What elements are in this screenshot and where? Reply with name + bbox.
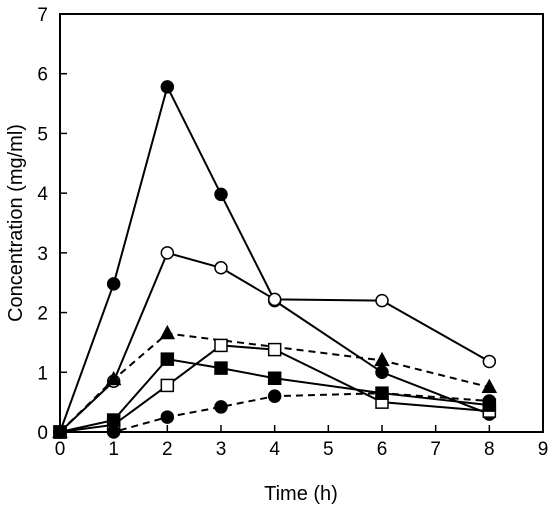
- y-tick-label: 5: [37, 124, 48, 145]
- y-tick-label: 3: [37, 244, 48, 265]
- data-point: [374, 351, 390, 367]
- data-point: [160, 352, 175, 366]
- x-tick-label: 8: [484, 439, 495, 460]
- data-point: [106, 277, 121, 291]
- x-tick-label: 7: [430, 439, 441, 460]
- y-tick-label: 4: [37, 184, 48, 205]
- data-point: [375, 386, 389, 400]
- plot-frame: [59, 13, 544, 433]
- data-point: [267, 371, 282, 386]
- y-tick-label: 6: [37, 65, 48, 86]
- data-point: [214, 400, 228, 414]
- series-2: [53, 246, 497, 439]
- data-point: [160, 80, 175, 94]
- x-tick-label: 3: [216, 439, 227, 460]
- data-point: [482, 394, 497, 408]
- data-point: [375, 293, 389, 308]
- data-point: [214, 338, 228, 353]
- x-tick-label: 6: [377, 439, 388, 460]
- y-axis-title: Concentration (mg/ml): [5, 124, 27, 322]
- y-tick-label: 1: [37, 363, 48, 384]
- data-point: [267, 292, 282, 307]
- data-point: [267, 342, 282, 357]
- x-tick-label: 4: [269, 439, 280, 460]
- x-tick-label: 1: [108, 439, 119, 460]
- data-point: [482, 354, 497, 369]
- data-point: [375, 365, 389, 380]
- data-point: [106, 413, 121, 427]
- data-point: [214, 261, 228, 275]
- data-point: [160, 378, 175, 393]
- x-tick-label: 5: [323, 439, 334, 460]
- data-point: [214, 361, 228, 375]
- data-point: [160, 246, 175, 260]
- x-axis-title: Time (h): [264, 483, 338, 505]
- series-layer: [52, 80, 498, 439]
- x-tick-label: 9: [538, 439, 549, 460]
- data-point: [105, 370, 122, 386]
- data-point: [267, 389, 282, 403]
- data-point: [159, 324, 176, 340]
- data-point: [481, 378, 498, 393]
- data-point: [214, 187, 228, 202]
- y-axis: 0 1 2 3 4 5 6 7: [37, 5, 67, 444]
- y-tick-label: 7: [37, 5, 48, 26]
- y-tick-label: 2: [37, 304, 48, 325]
- x-tick-label: 0: [55, 439, 66, 460]
- y-tick-label: 0: [37, 423, 48, 444]
- data-point: [160, 410, 175, 424]
- x-tick-label: 2: [162, 439, 173, 460]
- x-axis: 0 1 2 3 4 5 6 7 8 9: [55, 425, 549, 460]
